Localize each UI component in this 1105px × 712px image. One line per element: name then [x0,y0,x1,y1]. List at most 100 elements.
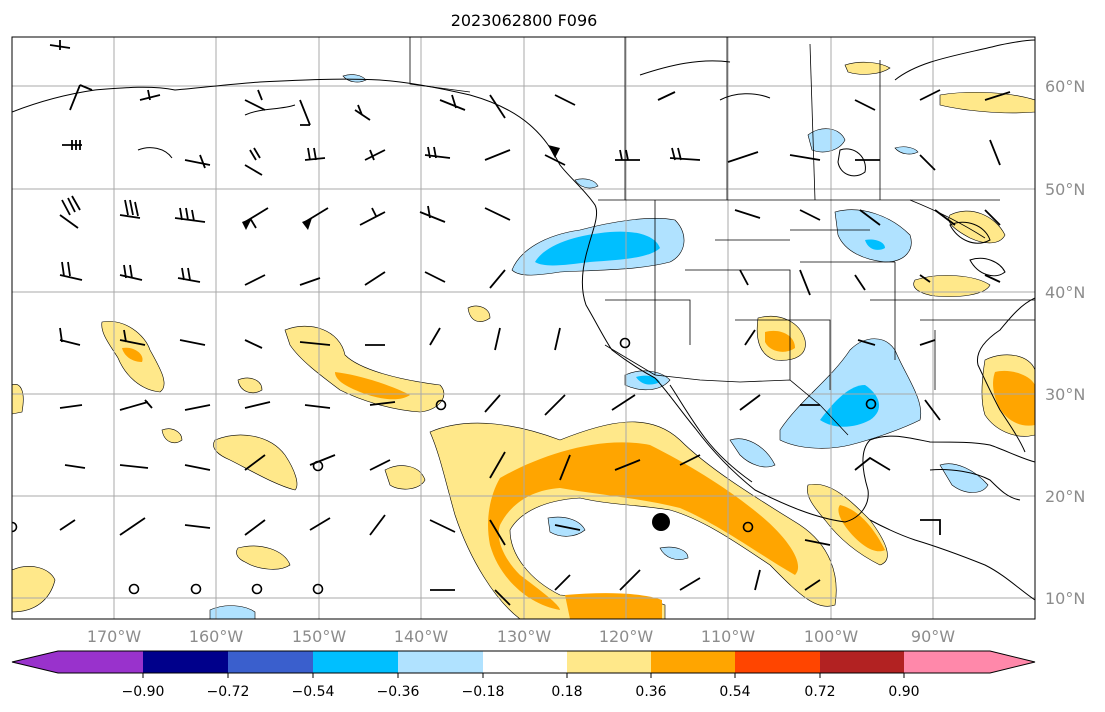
calm-wind-circle [190,583,202,595]
wind-barb [934,209,956,226]
wind-barb [299,341,331,346]
wind-barb [739,269,749,286]
colorbar-tick-label: −0.54 [292,684,335,700]
shade-region [939,91,1035,114]
wind-barb [119,199,141,219]
shade-region [765,330,795,352]
wind-barb [244,89,266,111]
colorbar-ticks [142,673,905,678]
wind-barb [429,519,456,533]
wind-barb [179,339,206,346]
border [735,319,831,390]
coastline [969,257,1006,277]
wind-pennant [548,145,560,158]
wind-barb [739,394,761,411]
calm-wind-circle [12,521,18,533]
wind-barb [354,104,371,121]
wind-barb [244,339,263,349]
wind-barb [419,205,446,223]
wind-barb [119,329,146,346]
wind-barb [119,399,153,411]
wind-barb [554,327,561,351]
wind-barb [494,327,501,351]
calm-wind-circle [251,583,263,595]
wind-barb [59,404,83,409]
wind-barb [369,401,396,406]
colorbar-tick-label: −0.36 [377,684,420,700]
colorbar-bin [313,651,398,673]
wind-barb [920,519,941,535]
wind-barb [119,517,146,536]
border [685,269,791,380]
shade-region [122,347,143,362]
wind-barbs [49,40,1011,606]
wind-barb [611,394,636,411]
colorbar-tick-label: −0.72 [207,684,250,700]
calm-wind-circle [435,399,447,411]
shade-region [12,566,56,613]
wind-barb [484,207,511,221]
shade-region [865,239,885,250]
wind-barb [424,271,446,283]
wind-barb [554,94,576,106]
wind-barb [754,569,761,591]
calm-wind-circle [619,337,631,349]
colorbar-bin [651,651,735,673]
colorbar-bin [904,651,990,673]
shade-region [384,465,426,490]
map-frame [11,36,1036,620]
wind-barb [919,339,936,346]
coastline [949,221,991,244]
wind-barb [804,539,831,546]
wind-barb [364,271,386,286]
coastline [244,104,296,116]
wind-pennants [242,145,560,230]
wind-barb [799,209,821,221]
wind-barb [789,154,821,161]
coastline [639,60,731,76]
wind-barb [184,404,211,411]
colorbar-bin [567,651,651,673]
shade-region [729,438,776,468]
calm-wind-circle [312,460,324,472]
wind-barb [989,139,1001,166]
colorbar-outline [11,650,1036,674]
wind-barb [484,394,501,413]
wind-barb [544,394,566,416]
coastline [869,519,1035,601]
wind-barb [184,154,211,169]
wind-barb [49,40,71,50]
colorbar: −0.90 −0.72 −0.54 −0.36 −0.18 0.18 0.36 … [11,650,1036,700]
map-title: 2023062800 F096 [451,11,598,30]
wind-barb [244,147,263,176]
coastline [137,147,173,159]
lon-label: 90°W [911,627,955,646]
wind-barb [984,209,1001,226]
shade-region [12,384,24,415]
wind-barb [669,147,701,161]
wind-barb [304,147,326,161]
colorbar-bin [143,651,228,673]
colorbar-tick-label: 0.90 [888,684,919,700]
wind-barb [544,154,566,166]
lat-label: 10°N [1045,589,1085,608]
wind-barb [299,99,311,126]
coastline [837,148,866,177]
calm-wind-circles [12,337,877,595]
colorbar-tick-label: −0.90 [122,684,165,700]
shade-region [844,61,891,75]
wind-barb [62,140,82,150]
shade-region [894,146,919,155]
map-area [12,37,1035,619]
lat-label: 40°N [1045,283,1085,302]
wind-barb [489,451,506,479]
wind-barb [924,399,941,421]
coastline [12,78,1035,523]
wind-barb [857,339,876,346]
lon-label: 130°W [497,627,552,646]
shade-region [820,385,880,427]
wind-barb [984,91,1011,101]
shade-region [467,305,491,322]
wind-barb [59,195,81,229]
wind-barb [614,459,641,471]
